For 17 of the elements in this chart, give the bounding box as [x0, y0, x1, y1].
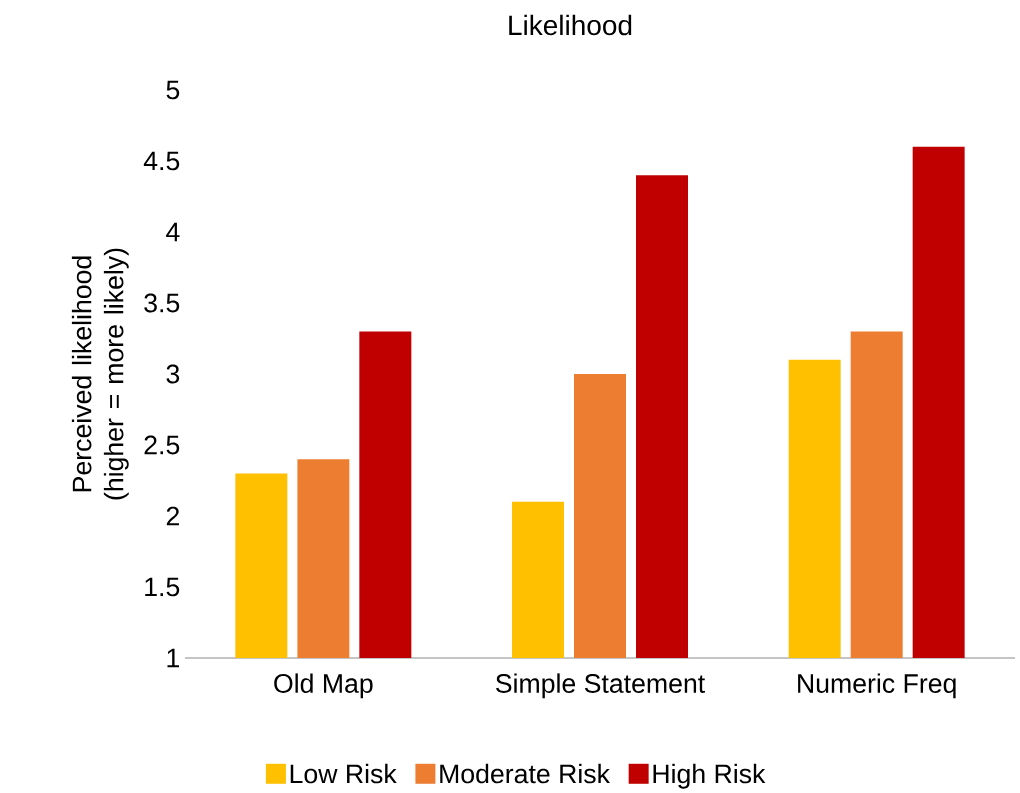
y-axis-title: Perceived likelihood (higher = more likely): [71, 248, 129, 500]
chart-title: Likelihood: [509, 14, 632, 36]
legend-label: Moderate Risk: [440, 763, 610, 784]
y-tick-label: 2.5: [144, 435, 180, 455]
y-tick-label: 2: [166, 506, 179, 526]
y-tick-label: 4.5: [143, 151, 180, 171]
y-tick-label: 5: [166, 80, 180, 100]
y-tick-label: 4: [166, 222, 180, 242]
x-tick-label: Numeric Freq: [798, 673, 956, 699]
legend-label: Low Risk: [290, 763, 397, 784]
legend-label: High Risk: [653, 763, 766, 789]
y-tick-label: 1: [167, 648, 179, 668]
y-tick-label: 3: [166, 364, 180, 384]
x-tick-label: Old Map: [274, 673, 373, 699]
x-tick-label: Simple Statement: [495, 673, 705, 699]
y-tick-label: 1.5: [145, 577, 180, 597]
y-tick-label: 3.5: [144, 293, 180, 313]
